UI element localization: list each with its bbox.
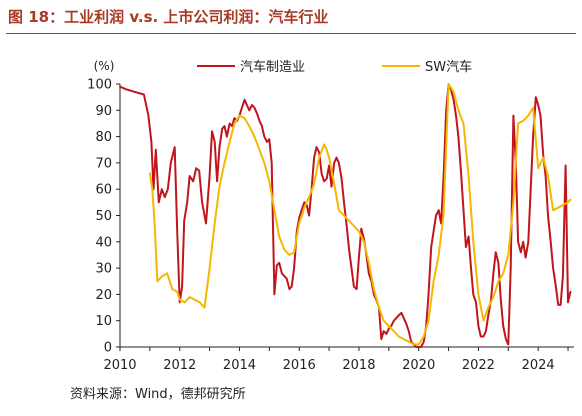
y-tick-label: 10: [95, 314, 112, 329]
x-tick-label: 2016: [283, 358, 316, 373]
x-tick-label: 2010: [103, 358, 136, 373]
legend-label-2: SW汽车: [425, 59, 472, 75]
x-tick-label: 2024: [522, 358, 555, 373]
series-line-1: [119, 83, 572, 348]
y-axis: 0 10 20 30 40 50 60 70 80 90 100: [87, 78, 121, 356]
x-tick-label: 2012: [163, 358, 196, 373]
y-tick-label: 40: [95, 235, 112, 250]
y-tick-label: 60: [95, 183, 112, 198]
y-tick-label: 90: [95, 104, 112, 119]
y-tick-label: 20: [95, 288, 112, 303]
x-tick-label: 2014: [223, 358, 256, 373]
x-tick-label: 2018: [342, 358, 375, 373]
legend-label-1: 汽车制造业: [240, 59, 305, 75]
title-divider: [6, 33, 576, 34]
plot-area: [119, 83, 572, 348]
x-tick-label: 2022: [462, 358, 495, 373]
y-tick-label: 80: [95, 130, 112, 145]
y-tick-label: 50: [95, 209, 112, 224]
y-axis-label: (%): [94, 59, 115, 73]
source-note: 资料来源：Wind，德邦研究所: [70, 387, 246, 402]
x-tick-label: 2020: [402, 358, 435, 373]
legend: 汽车制造业 SW汽车: [197, 59, 472, 75]
series-line-2: [148, 83, 572, 346]
figure-title: 图 18：工业利润 v.s. 上市公司利润：汽车行业: [8, 8, 329, 26]
y-tick-label: 30: [95, 262, 112, 277]
x-axis: 2010 2012 2014 2016 2018 2020 2022 2024: [103, 346, 574, 373]
y-tick-label: 100: [87, 78, 112, 93]
y-tick-label: 70: [95, 156, 112, 171]
y-tick-label: 0: [104, 341, 112, 356]
